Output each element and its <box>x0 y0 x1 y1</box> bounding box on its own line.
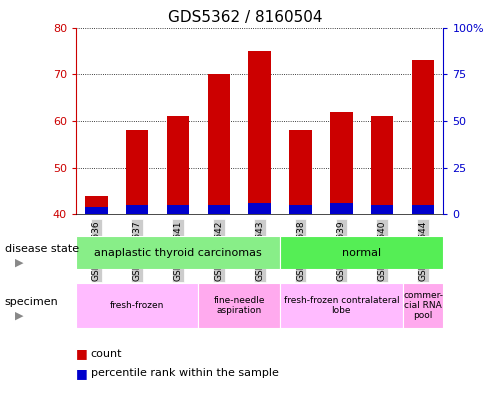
Text: specimen: specimen <box>5 297 59 307</box>
Bar <box>208 205 230 214</box>
Text: count: count <box>91 349 122 359</box>
Bar <box>85 195 108 214</box>
Bar <box>280 283 403 328</box>
Text: fresh-frozen contralateral
lobe: fresh-frozen contralateral lobe <box>284 296 399 315</box>
Text: percentile rank within the sample: percentile rank within the sample <box>91 368 278 378</box>
Bar <box>198 283 280 328</box>
Bar <box>76 236 280 269</box>
Text: GDS5362 / 8160504: GDS5362 / 8160504 <box>168 10 322 25</box>
Bar <box>371 205 393 214</box>
Text: ■: ■ <box>76 347 88 360</box>
Bar <box>208 74 230 214</box>
Text: anaplastic thyroid carcinomas: anaplastic thyroid carcinomas <box>94 248 262 257</box>
Bar <box>289 205 312 214</box>
Bar <box>126 205 148 214</box>
Bar <box>412 205 434 214</box>
Text: commer-
cial RNA
pool: commer- cial RNA pool <box>403 291 443 320</box>
Bar <box>167 116 189 214</box>
Bar <box>330 203 353 214</box>
Bar <box>248 51 271 214</box>
Bar <box>280 236 443 269</box>
Bar <box>289 130 312 214</box>
Text: fine-needle
aspiration: fine-needle aspiration <box>214 296 265 315</box>
Text: normal: normal <box>342 248 381 257</box>
Text: ▶: ▶ <box>15 257 23 267</box>
Bar <box>126 130 148 214</box>
Bar <box>371 116 393 214</box>
Bar <box>76 283 198 328</box>
Text: disease state: disease state <box>5 244 79 253</box>
Text: ■: ■ <box>76 367 88 380</box>
Bar <box>412 60 434 214</box>
Bar <box>248 203 271 214</box>
Text: fresh-frozen: fresh-frozen <box>110 301 164 310</box>
Bar <box>85 207 108 214</box>
Bar <box>167 205 189 214</box>
Bar <box>403 283 443 328</box>
Text: ▶: ▶ <box>15 310 23 320</box>
Bar <box>330 112 353 214</box>
